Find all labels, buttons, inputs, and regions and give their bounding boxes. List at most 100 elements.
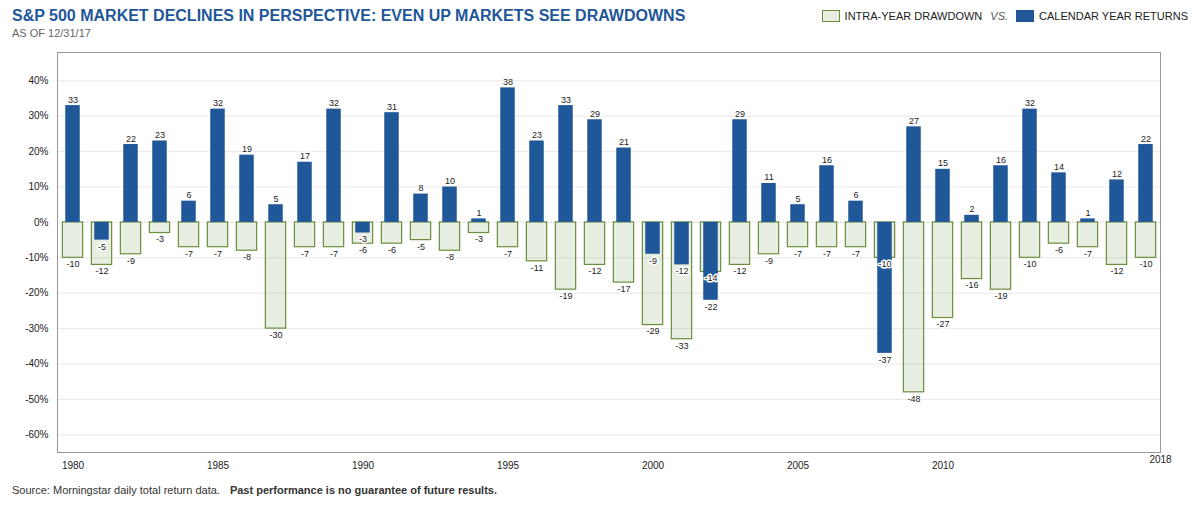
svg-text:-14: -14 <box>704 273 717 283</box>
svg-text:-27: -27 <box>936 319 949 329</box>
svg-text:8: 8 <box>418 183 423 193</box>
svg-text:-7: -7 <box>330 249 338 259</box>
svg-text:-3: -3 <box>156 234 164 244</box>
svg-text:10: 10 <box>445 176 455 186</box>
svg-text:0%: 0% <box>34 217 49 228</box>
svg-text:15: 15 <box>938 158 948 168</box>
svg-text:-10: -10 <box>1023 259 1036 269</box>
svg-text:16: 16 <box>822 155 832 165</box>
svg-text:-37: -37 <box>878 355 891 365</box>
svg-text:-6: -6 <box>359 245 367 255</box>
svg-text:17: 17 <box>300 151 310 161</box>
svg-text:-9: -9 <box>765 256 773 266</box>
svg-text:-30%: -30% <box>25 323 48 334</box>
svg-text:-5: -5 <box>98 242 106 252</box>
svg-text:12: 12 <box>1112 169 1122 179</box>
svg-text:31: 31 <box>387 102 397 112</box>
svg-text:-7: -7 <box>823 249 831 259</box>
svg-text:2: 2 <box>969 204 974 214</box>
svg-text:1980: 1980 <box>62 460 85 471</box>
svg-text:32: 32 <box>1025 98 1035 108</box>
svg-text:-48: -48 <box>907 394 920 404</box>
svg-text:5: 5 <box>795 194 800 204</box>
svg-text:-30: -30 <box>269 330 282 340</box>
svg-text:-7: -7 <box>214 249 222 259</box>
svg-text:29: 29 <box>735 109 745 119</box>
svg-text:14: 14 <box>1054 162 1064 172</box>
svg-text:-8: -8 <box>243 252 251 262</box>
svg-text:-40%: -40% <box>25 358 48 369</box>
svg-text:20%: 20% <box>28 146 48 157</box>
svg-text:-29: -29 <box>646 326 659 336</box>
svg-text:-7: -7 <box>301 249 309 259</box>
svg-text:22: 22 <box>126 134 136 144</box>
svg-text:16: 16 <box>996 155 1006 165</box>
svg-text:-17: -17 <box>617 284 630 294</box>
svg-text:-11: -11 <box>531 263 543 273</box>
svg-text:-10: -10 <box>66 259 79 269</box>
svg-text:30%: 30% <box>28 110 48 121</box>
svg-text:-6: -6 <box>388 245 396 255</box>
svg-text:-33: -33 <box>675 341 688 351</box>
svg-text:1985: 1985 <box>207 460 230 471</box>
svg-text:-22: -22 <box>704 302 717 312</box>
svg-text:2000: 2000 <box>642 460 665 471</box>
svg-text:-12: -12 <box>588 266 601 276</box>
svg-text:5: 5 <box>273 194 278 204</box>
svg-text:11: 11 <box>764 172 773 182</box>
svg-text:32: 32 <box>213 98 223 108</box>
svg-text:1: 1 <box>1085 208 1090 218</box>
svg-text:-12: -12 <box>1110 266 1123 276</box>
svg-text:-9: -9 <box>649 256 657 266</box>
svg-text:1990: 1990 <box>352 460 375 471</box>
svg-text:-7: -7 <box>794 249 802 259</box>
svg-text:-19: -19 <box>559 291 572 301</box>
svg-text:29: 29 <box>590 109 600 119</box>
svg-text:-9: -9 <box>127 256 135 266</box>
svg-text:32: 32 <box>329 98 339 108</box>
svg-text:6: 6 <box>186 190 191 200</box>
svg-text:2010: 2010 <box>932 460 955 471</box>
html-text:VS.: VS. <box>990 10 1008 22</box>
svg-text:-7: -7 <box>185 249 193 259</box>
svg-text:-20%: -20% <box>25 287 48 298</box>
svg-text:19: 19 <box>242 144 252 154</box>
svg-text:-12: -12 <box>733 266 746 276</box>
svg-text:-3: -3 <box>475 234 483 244</box>
svg-text:-12: -12 <box>95 266 108 276</box>
svg-text:23: 23 <box>155 130 165 140</box>
svg-text:-5: -5 <box>417 242 425 252</box>
html-text:CALENDAR YEAR RETURNS: CALENDAR YEAR RETURNS <box>1039 10 1188 22</box>
svg-text:21: 21 <box>619 137 629 147</box>
svg-text:23: 23 <box>532 130 542 140</box>
svg-text:-3: -3 <box>359 234 367 244</box>
svg-text:33: 33 <box>68 95 78 105</box>
svg-text:-12: -12 <box>675 266 688 276</box>
svg-text:33: 33 <box>561 95 571 105</box>
svg-text:-10: -10 <box>1139 259 1152 269</box>
svg-text:38: 38 <box>503 77 513 87</box>
svg-text:1995: 1995 <box>497 460 520 471</box>
svg-text:6: 6 <box>853 190 858 200</box>
svg-text:-10: -10 <box>878 259 891 269</box>
svg-text:-6: -6 <box>1055 245 1063 255</box>
svg-text:2005: 2005 <box>787 460 810 471</box>
svg-text:-8: -8 <box>446 252 454 262</box>
svg-text:-7: -7 <box>1084 249 1092 259</box>
svg-text:-7: -7 <box>852 249 860 259</box>
html-text:S&P 500 MARKET DECLINES IN PER: S&P 500 MARKET DECLINES IN PERSPECTIVE: … <box>12 7 686 24</box>
html-text:INTRA-YEAR DRAWDOWN: INTRA-YEAR DRAWDOWN <box>844 10 983 22</box>
svg-text:40%: 40% <box>28 75 48 86</box>
svg-text:27: 27 <box>909 116 919 126</box>
svg-text:10%: 10% <box>28 181 48 192</box>
svg-text:-7: -7 <box>504 249 512 259</box>
svg-text:-10%: -10% <box>25 252 48 263</box>
svg-text:1: 1 <box>476 208 481 218</box>
svg-text:-50%: -50% <box>25 394 48 405</box>
svg-text:-19: -19 <box>994 291 1007 301</box>
svg-text:2018: 2018 <box>1149 454 1172 465</box>
svg-text:22: 22 <box>1141 134 1151 144</box>
html-text:AS OF 12/31/17: AS OF 12/31/17 <box>12 27 91 39</box>
svg-text:-16: -16 <box>965 280 978 290</box>
svg-text:-60%: -60% <box>25 429 48 440</box>
